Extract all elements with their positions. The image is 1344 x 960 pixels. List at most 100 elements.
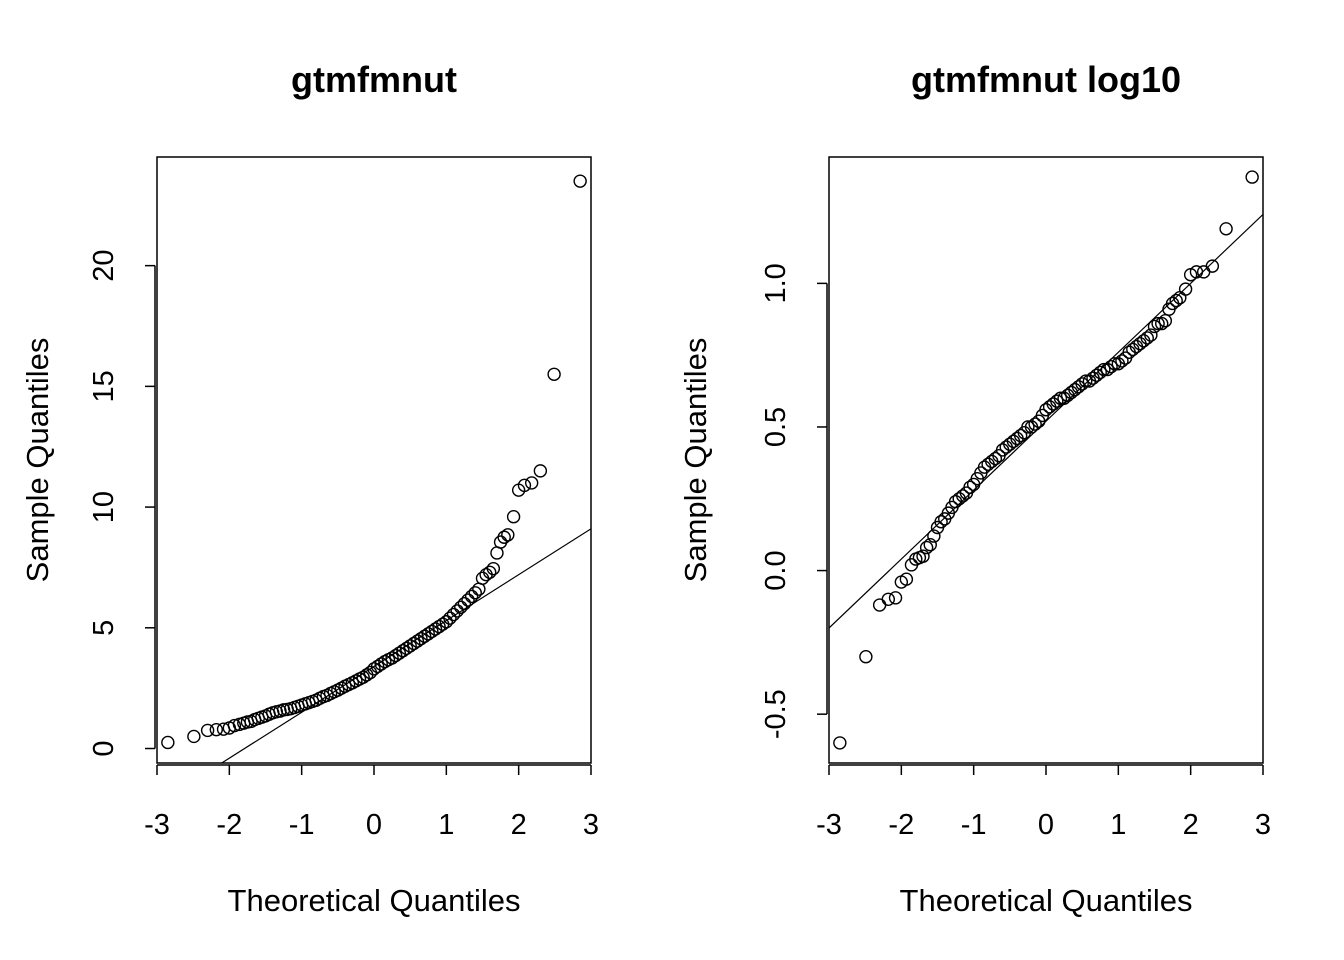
data-point — [392, 646, 407, 660]
data-point — [1205, 259, 1220, 273]
data-point — [1245, 170, 1259, 184]
x-axis-label: Theoretical Quantiles — [900, 883, 1193, 918]
x-tick-label: 3 — [1255, 809, 1271, 841]
data-point — [374, 657, 388, 671]
y-tick-label: -0.5 — [760, 689, 792, 739]
data-point — [1050, 394, 1064, 408]
data-point — [547, 367, 561, 381]
data-point — [899, 572, 914, 586]
data-point — [187, 729, 201, 744]
data-point — [475, 571, 490, 586]
data-point — [501, 528, 515, 542]
qq-reference-line — [829, 213, 1263, 629]
data-point — [1115, 354, 1129, 368]
data-point — [916, 549, 930, 563]
data-point — [468, 586, 482, 600]
data-point — [1053, 391, 1068, 405]
qq-panel-log10: gtmfmnut log10 Theoretical Quantiles Sam… — [678, 59, 1271, 918]
data-point — [963, 480, 977, 494]
x-tick-label: 1 — [438, 809, 454, 841]
data-point — [1028, 417, 1042, 431]
data-point — [927, 529, 941, 543]
data-point — [1158, 314, 1173, 328]
data-point — [497, 530, 511, 544]
data-point — [1108, 357, 1122, 371]
data-point — [483, 565, 497, 579]
x-tick-label: 2 — [1183, 809, 1199, 841]
data-point — [428, 622, 443, 636]
qq-panel-raw: gtmfmnut Theoretical Quantiles Sample Qu… — [20, 59, 599, 918]
data-point — [573, 174, 587, 188]
data-point — [464, 589, 479, 604]
data-point — [1144, 328, 1158, 342]
data-point — [403, 639, 417, 653]
data-point — [517, 478, 532, 493]
data-point — [446, 607, 461, 622]
x-tick-label: 2 — [511, 809, 527, 841]
data-point — [833, 736, 847, 750]
y-axis-label: Sample Quantiles — [678, 338, 713, 583]
data-point — [1104, 359, 1118, 374]
data-point — [506, 510, 521, 524]
data-point — [414, 631, 428, 646]
y-tick-label: 5 — [88, 620, 120, 636]
data-point — [389, 648, 403, 663]
data-point — [872, 598, 887, 612]
plot-frame — [828, 156, 1264, 764]
y-axis-label: Sample Quantiles — [20, 338, 55, 583]
data-point — [396, 644, 410, 658]
data-point — [1196, 265, 1211, 279]
data-point — [486, 561, 501, 576]
data-point — [1140, 331, 1154, 345]
x-tick-label: -3 — [816, 809, 842, 841]
data-point — [421, 627, 435, 641]
data-point — [410, 634, 425, 648]
data-point — [533, 464, 548, 478]
x-tick-label: -2 — [888, 809, 914, 841]
data-point — [1169, 293, 1183, 308]
data-point — [923, 538, 937, 552]
data-point — [417, 629, 432, 643]
data-point — [425, 624, 439, 639]
data-point — [385, 651, 399, 665]
data-point — [988, 451, 1003, 466]
data-point — [1079, 374, 1093, 388]
data-point — [1097, 362, 1111, 377]
data-point — [1093, 365, 1107, 380]
data-point — [439, 615, 454, 629]
data-point — [227, 718, 242, 733]
x-tick-label: -1 — [289, 809, 315, 841]
data-point — [443, 611, 457, 625]
data-point — [1151, 316, 1165, 331]
data-point — [461, 593, 475, 607]
data-point — [399, 641, 414, 656]
y-tick-label: 20 — [88, 250, 120, 282]
data-point — [1155, 316, 1169, 331]
data-point — [1013, 428, 1028, 443]
chart-title: gtmfmnut log10 — [911, 59, 1181, 100]
data-point — [454, 600, 468, 614]
x-tick-label: 0 — [1038, 809, 1054, 841]
data-point — [407, 636, 421, 651]
data-point — [1147, 319, 1162, 334]
data-point — [161, 735, 175, 750]
data-point — [1021, 420, 1035, 434]
qq-reference-line — [220, 528, 591, 763]
data-point — [450, 604, 464, 618]
chart-title: gtmfmnut — [291, 59, 457, 100]
data-point — [956, 489, 970, 503]
data-point — [934, 515, 948, 529]
x-tick-label: 3 — [583, 809, 599, 841]
y-tick-label: 1.0 — [760, 263, 792, 303]
x-tick-label: -2 — [216, 809, 242, 841]
x-tick-label: 0 — [366, 809, 382, 841]
y-tick-label: 10 — [88, 491, 120, 523]
data-point — [367, 662, 381, 676]
plot-frame — [156, 156, 592, 764]
data-point — [1189, 265, 1204, 279]
y-tick-label: 0.5 — [760, 407, 792, 447]
x-tick-label: 1 — [1110, 809, 1126, 841]
x-axis-label: Theoretical Quantiles — [228, 883, 521, 918]
data-point — [919, 540, 934, 555]
